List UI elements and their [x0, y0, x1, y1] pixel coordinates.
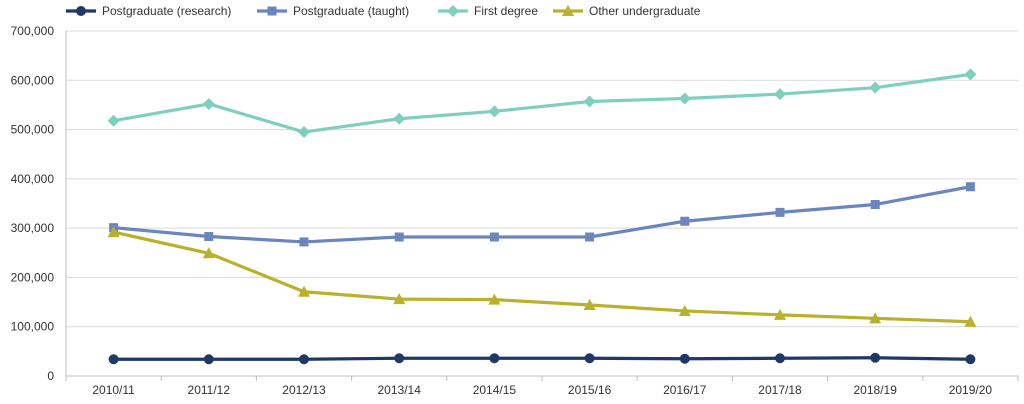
data-point	[393, 112, 406, 125]
series-other-undergraduate	[107, 226, 977, 327]
data-point	[869, 312, 882, 324]
x-tick-label: 2016/17	[663, 383, 707, 397]
series-first-degree	[107, 68, 977, 139]
x-axis-ticks: 2010/11 2011/12 2012/13 2013/14 2014/15 2015/…	[92, 383, 992, 397]
x-tick-label: 2013/14	[378, 383, 422, 397]
series-postgraduate-taught	[109, 182, 975, 247]
data-point	[298, 126, 310, 139]
legend-item: Other undergraduate	[553, 4, 701, 18]
series-group	[107, 68, 977, 365]
data-point	[775, 207, 785, 217]
data-point	[965, 182, 975, 192]
data-point	[393, 293, 406, 305]
legend: Postgraduate (research) Postgraduate (tau…	[66, 4, 701, 18]
data-point	[394, 232, 404, 242]
data-point	[489, 232, 499, 242]
data-point	[108, 354, 119, 365]
data-point	[869, 81, 882, 94]
y-tick-label: 600,000	[11, 73, 55, 87]
x-tick-label: 2014/15	[473, 383, 517, 397]
y-axis-ticks: 0 100,000 200,000 300,000 400,000 500,000 600,…	[11, 24, 55, 383]
data-point	[203, 354, 214, 365]
data-point	[679, 353, 690, 364]
y-tick-label: 700,000	[11, 24, 55, 38]
x-tick-label: 2019/20	[949, 383, 993, 397]
data-point	[584, 353, 595, 364]
x-tick-label: 2012/13	[282, 383, 326, 397]
data-point	[488, 293, 501, 305]
data-point	[775, 353, 785, 364]
x-tick-label: 2018/19	[854, 383, 898, 397]
legend-marker	[76, 6, 86, 16]
data-point	[964, 315, 977, 327]
data-point	[298, 285, 310, 297]
data-point	[965, 354, 976, 365]
x-tick-label: 2010/11	[92, 383, 135, 397]
data-point	[394, 353, 405, 364]
data-point	[204, 232, 214, 242]
legend-label: Postgraduate (taught)	[293, 4, 409, 18]
grid	[65, 30, 1019, 381]
y-tick-label: 400,000	[11, 172, 55, 186]
data-point	[583, 95, 596, 108]
legend-label: Postgraduate (research)	[102, 4, 231, 18]
legend-item: Postgraduate (taught)	[257, 4, 409, 18]
data-point	[583, 299, 596, 311]
data-point	[299, 237, 309, 247]
x-tick-label: 2015/16	[568, 383, 612, 397]
data-point	[489, 353, 500, 364]
legend-marker	[267, 6, 277, 16]
legend-label: First degree	[474, 4, 538, 18]
y-tick-label: 300,000	[11, 221, 55, 235]
data-point	[774, 308, 786, 320]
x-tick-label: 2011/12	[188, 383, 231, 397]
data-point	[107, 114, 120, 127]
data-point	[678, 304, 691, 316]
legend-item: First degree	[438, 4, 538, 18]
data-point	[678, 92, 691, 105]
y-tick-label: 200,000	[11, 270, 55, 284]
data-point	[964, 68, 977, 81]
series-line	[111, 356, 973, 361]
series-postgraduate-research	[108, 352, 976, 365]
legend-marker	[562, 5, 574, 16]
legend-marker	[447, 5, 459, 17]
y-tick-label: 100,000	[11, 320, 55, 334]
legend-label: Other undergraduate	[589, 4, 701, 18]
series-line	[111, 230, 973, 324]
data-point	[488, 105, 501, 118]
legend-item: Postgraduate (research)	[66, 4, 231, 18]
data-point	[299, 354, 309, 365]
y-tick-label: 0	[47, 369, 54, 383]
data-point	[202, 247, 215, 259]
series-line	[111, 72, 973, 134]
data-point	[585, 232, 595, 242]
data-point	[774, 88, 786, 101]
data-point	[202, 97, 215, 110]
data-point	[870, 352, 881, 363]
data-point	[107, 226, 120, 238]
series-line	[111, 185, 973, 244]
y-tick-label: 500,000	[11, 123, 55, 137]
data-point	[870, 199, 880, 209]
x-tick-label: 2017/18	[758, 383, 802, 397]
data-point	[680, 216, 690, 226]
